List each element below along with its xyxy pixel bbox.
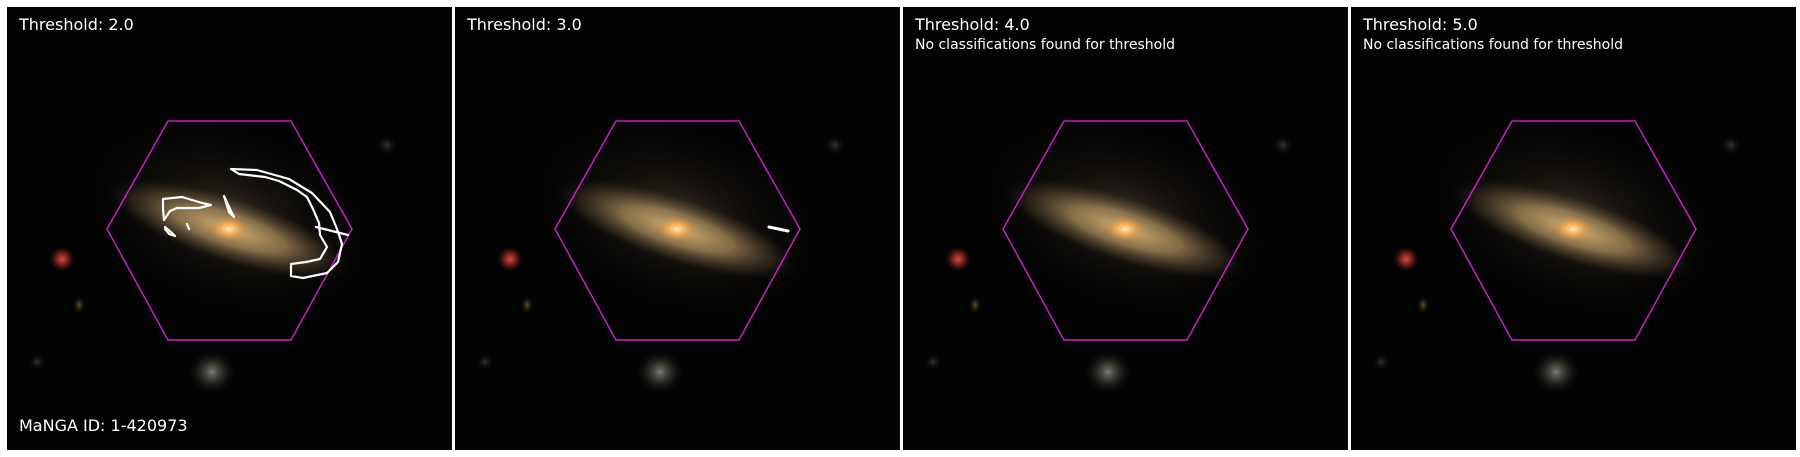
galaxy-image (1351, 7, 1796, 450)
panel-note: No classifications found for threshold (915, 37, 1175, 53)
panel-title: Threshold: 2.0 (19, 15, 134, 34)
ifu-hexagon (554, 120, 801, 341)
panel-note: No classifications found for threshold (1363, 37, 1623, 53)
ifu-hexagon (1450, 120, 1697, 341)
galaxy-image (903, 7, 1348, 450)
ifu-hexagon (1002, 120, 1249, 341)
panel-threshold-2: Threshold: 2.0 MaNGA ID: 1-420973 (7, 7, 452, 450)
panel-title: Threshold: 5.0 (1363, 15, 1478, 34)
panel-title: Threshold: 3.0 (467, 15, 582, 34)
panel-threshold-3: Threshold: 3.0 (455, 7, 900, 450)
classification-contour (767, 225, 790, 233)
manga-id-label: MaNGA ID: 1-420973 (19, 416, 188, 435)
panel-threshold-5: Threshold: 5.0 No classifications found … (1351, 7, 1796, 450)
classification-contour (161, 167, 350, 280)
ifu-hexagon (106, 120, 353, 341)
galaxy-image (7, 7, 452, 450)
galaxy-image (455, 7, 900, 450)
panel-threshold-4: Threshold: 4.0 No classifications found … (903, 7, 1348, 450)
panel-title: Threshold: 4.0 (915, 15, 1030, 34)
